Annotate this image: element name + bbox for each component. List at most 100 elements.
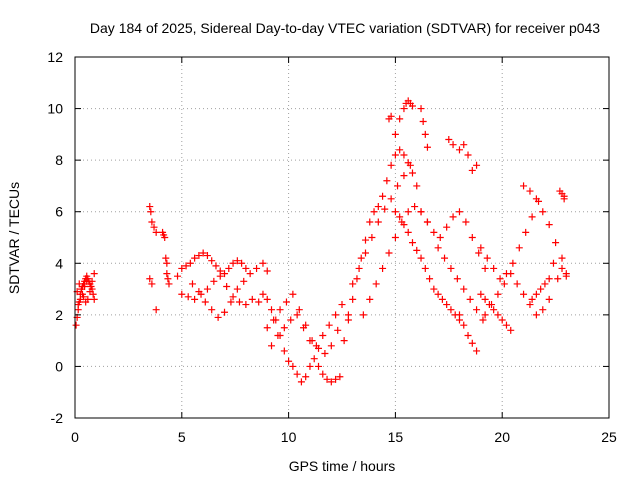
y-tick-label: 12	[47, 49, 63, 65]
data-point	[383, 177, 391, 185]
data-point	[223, 282, 231, 290]
data-point	[391, 234, 399, 241]
axis-ticks: 0 5 10 15 20 25 -2 0 2 4 6 8 10 12	[47, 49, 617, 445]
data-point	[391, 130, 399, 138]
data-point	[449, 141, 457, 149]
series-afternoon-rise	[340, 146, 431, 345]
data-point	[391, 151, 399, 159]
data-point	[532, 195, 540, 203]
data-point	[327, 378, 335, 386]
data-point	[74, 301, 82, 309]
data-point	[417, 254, 425, 262]
data-point	[385, 249, 393, 257]
data-point	[423, 143, 431, 151]
data-point	[545, 221, 553, 229]
data-point	[434, 244, 442, 252]
data-point	[374, 218, 382, 226]
series-midday-trough	[255, 290, 352, 386]
data-point	[396, 146, 404, 154]
data-point	[400, 105, 408, 113]
data-point	[455, 311, 463, 319]
data-point	[268, 342, 276, 350]
data-point	[325, 321, 333, 329]
data-point	[443, 301, 451, 309]
data-point	[473, 306, 481, 314]
data-point	[447, 264, 455, 272]
data-point	[293, 311, 301, 319]
data-point	[528, 213, 536, 221]
data-point	[528, 295, 536, 303]
data-point	[421, 130, 429, 138]
data-point	[417, 208, 425, 216]
data-point	[421, 264, 429, 272]
data-point	[498, 316, 506, 324]
data-point	[481, 264, 489, 272]
data-point	[366, 218, 374, 226]
data-point	[466, 295, 474, 303]
data-point	[186, 259, 194, 267]
data-point	[246, 270, 254, 278]
data-point	[545, 295, 553, 303]
data-point	[90, 270, 98, 278]
data-point	[404, 228, 412, 236]
data-point	[408, 169, 416, 177]
data-point	[210, 277, 218, 285]
data-point	[366, 295, 374, 303]
data-point	[83, 277, 91, 285]
data-point	[496, 275, 504, 283]
y-tick-label: -2	[51, 410, 64, 426]
data-point	[81, 282, 89, 290]
data-point	[413, 246, 421, 254]
data-point	[494, 311, 502, 319]
data-point	[507, 326, 515, 334]
data-point	[195, 252, 203, 260]
data-point	[302, 373, 310, 381]
data-point	[481, 295, 489, 303]
data-point	[321, 350, 329, 358]
x-tick-label: 10	[281, 429, 297, 445]
data-point	[293, 370, 301, 378]
data-point	[147, 208, 155, 216]
data-point	[225, 264, 233, 272]
data-point	[152, 306, 160, 314]
data-point	[253, 264, 261, 272]
data-point	[84, 295, 92, 303]
data-point	[526, 187, 534, 195]
data-point	[500, 280, 508, 288]
data-point	[400, 151, 408, 159]
data-point	[368, 234, 376, 241]
series-early-cluster	[72, 270, 98, 329]
data-point	[178, 264, 186, 272]
data-point	[477, 290, 485, 298]
data-point	[532, 311, 540, 319]
x-tick-label: 0	[71, 429, 79, 445]
data-point	[297, 378, 305, 386]
data-point	[483, 254, 491, 262]
data-point	[537, 285, 545, 293]
data-point	[344, 316, 352, 324]
data-point	[400, 221, 408, 229]
data-point	[490, 264, 498, 272]
data-point	[361, 249, 369, 257]
data-point	[558, 254, 566, 262]
data-point	[78, 290, 86, 298]
data-point	[268, 306, 276, 314]
data-point	[289, 362, 297, 370]
data-point	[520, 182, 528, 190]
data-point	[545, 275, 553, 283]
data-point	[270, 316, 278, 324]
data-point	[374, 203, 382, 211]
data-point	[447, 306, 455, 314]
data-point	[400, 172, 408, 180]
data-point	[146, 203, 154, 211]
data-point	[174, 272, 182, 280]
data-point	[532, 290, 540, 298]
data-point	[208, 306, 216, 314]
data-point	[408, 239, 416, 247]
data-point	[445, 136, 453, 144]
data-point	[233, 285, 241, 293]
series-evening-peak	[385, 97, 463, 324]
x-tick-label: 15	[388, 429, 404, 445]
data-point	[163, 259, 171, 267]
